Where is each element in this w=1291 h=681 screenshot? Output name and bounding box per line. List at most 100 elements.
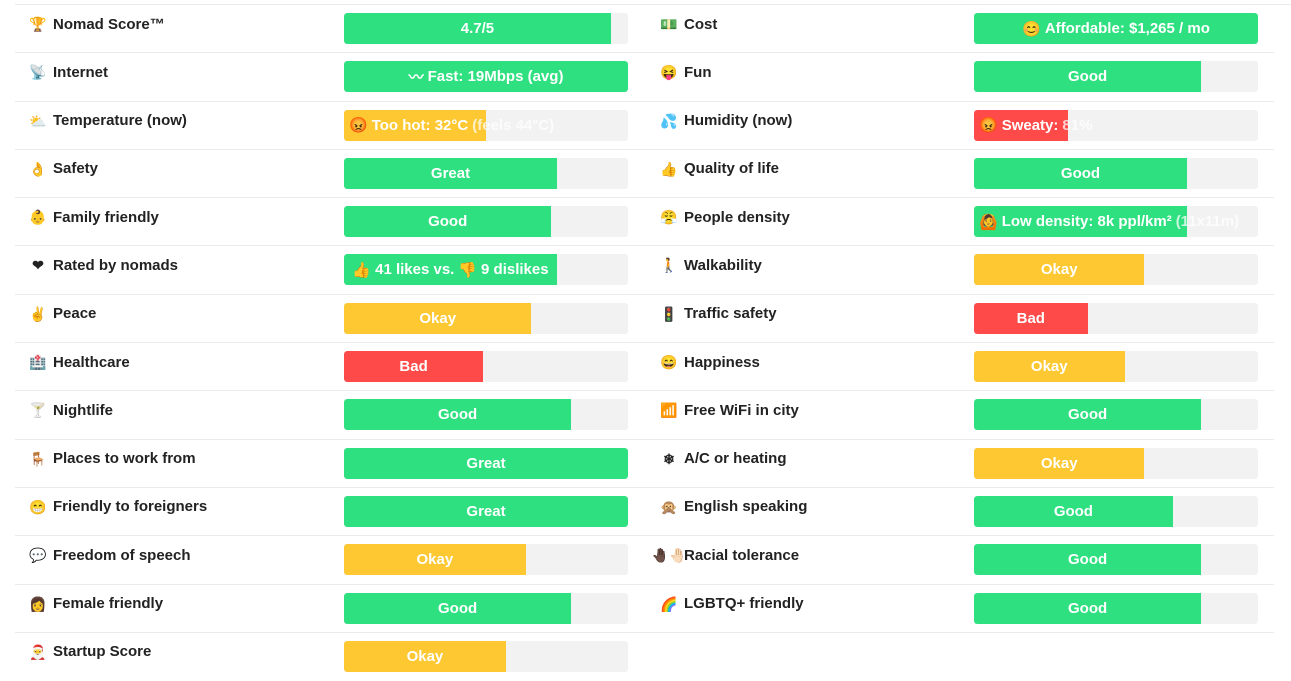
rating-value: Okay	[1030, 358, 1068, 376]
healthcare-rating-bar[interactable]: Bad	[344, 351, 628, 383]
bar-cell: 〰 Fast: 19Mbps (avg)	[330, 53, 644, 100]
satellite-icon: 📡	[29, 64, 47, 81]
rating-fill	[344, 592, 572, 624]
racial-tolerance-rating-bar[interactable]: Good	[974, 544, 1258, 576]
rating-fill	[344, 399, 572, 431]
rating-fill	[344, 254, 557, 286]
happiness-rating-bar[interactable]: Okay	[974, 351, 1258, 383]
rating-text: Okay	[974, 254, 1144, 285]
rating-fill	[344, 206, 552, 238]
rating-fill	[974, 302, 1088, 334]
crowd-face-icon: 😤	[660, 209, 678, 226]
safety-rating-bar[interactable]: Great	[344, 157, 628, 189]
score-row: 🍸 Nightlife Good 📶 Free WiFi in city Good	[15, 391, 1274, 440]
rating-text: Great	[344, 158, 557, 189]
money-icon: 💵	[660, 16, 678, 32]
snowflake-icon: ❄	[663, 450, 675, 467]
rating-text: Okay	[344, 544, 526, 575]
rating-text: Good	[344, 206, 551, 237]
friendly-to-foreigners-label: 😁 Friendly to foreigners	[29, 498, 207, 516]
rating-fill	[344, 109, 486, 141]
metric-name: Happiness	[684, 353, 760, 371]
temperature-now-rating-bar[interactable]: 😡 Too hot: 32°C (feels 44°C)	[344, 109, 628, 141]
rating-text: 😡 Too hot: 32°C (feels 44°C)	[349, 110, 554, 141]
score-row: 👌 Safety Great 👍 Quality of life Good	[15, 150, 1274, 199]
startup-score-rating-bar[interactable]: Okay	[344, 640, 628, 672]
metric-name: Peace	[53, 305, 97, 323]
thumbs-up-icon: 👍	[660, 160, 678, 177]
humidity-now-rating-bar[interactable]: 😡 Sweaty: 81%	[974, 109, 1258, 141]
bar-cell: Good	[959, 391, 1274, 438]
weather-icon: ⛅	[29, 112, 47, 129]
score-row: 🏆 Nomad Score™ 4.7/5 💵 Cost 😊 Affordable: $1,2…	[15, 5, 1274, 54]
speech-bubble-icon: 💬	[29, 547, 47, 564]
family-friendly-rating-bar[interactable]: Good	[344, 206, 628, 238]
english-speaking-rating-bar[interactable]: Good	[974, 495, 1258, 527]
rating-value: Good	[438, 599, 478, 617]
thumbs-down-icon: 👎	[458, 261, 478, 279]
bar-cell: Good	[959, 150, 1274, 197]
label-cell: 🏆 Nomad Score™	[15, 5, 330, 52]
label-cell: 💬 Freedom of speech	[15, 536, 330, 583]
a-c-or-heating-rating-bar[interactable]: Okay	[974, 447, 1258, 479]
label-cell: ❄ A/C or heating	[644, 440, 959, 487]
family-friendly-label: 👶 Family friendly	[29, 208, 159, 226]
freedom-of-speech-rating-bar[interactable]: Okay	[344, 544, 628, 576]
rating-text: Great	[344, 496, 628, 527]
bar-cell: 🙆 Low density: 8k ppl/km² (11x11m)	[959, 198, 1274, 245]
rating-text: Okay	[974, 351, 1125, 382]
rating-text: Bad	[974, 303, 1088, 334]
label-cell: 👌 Safety	[15, 150, 330, 197]
bar-cell	[959, 633, 1274, 681]
rating-value-secondary: 9 dislikes	[481, 261, 549, 279]
rating-text: Good	[344, 593, 571, 624]
nightlife-rating-bar[interactable]: Good	[344, 399, 628, 431]
top-divider	[15, 4, 1291, 5]
people-density-rating-bar[interactable]: 🙆 Low density: 8k ppl/km² (11x11m)	[974, 206, 1258, 238]
rating-value: 4.7/5	[460, 20, 495, 37]
friendly-to-foreigners-rating-bar[interactable]: Great	[344, 495, 628, 527]
metric-name: Nomad Score™	[53, 15, 165, 33]
places-to-work-from-rating-bar[interactable]: Great	[344, 447, 628, 479]
label-cell: 👶 Family friendly	[15, 198, 330, 245]
cost-rating-bar[interactable]: 😊 Affordable: $1,265 / mo	[974, 13, 1258, 44]
rating-value: Great	[466, 502, 506, 520]
lgbtq-friendly-rating-bar[interactable]: Good	[974, 592, 1258, 624]
wifi-signal-icon: 📶	[660, 402, 678, 419]
internet-rating-bar[interactable]: 〰 Fast: 19Mbps (avg)	[344, 61, 628, 93]
score-row: 😁 Friendly to foreigners Great 🙊 English spe…	[15, 488, 1274, 537]
peace-hand-icon: ✌	[29, 305, 47, 322]
rating-fill	[344, 61, 628, 93]
quality-of-life-label: 👍 Quality of life	[660, 160, 779, 178]
free-wifi-in-city-rating-bar[interactable]: Good	[974, 399, 1258, 431]
rating-text: Okay	[344, 303, 531, 334]
a-c-or-heating-label: ❄ A/C or heating	[660, 450, 786, 468]
rating-text: Good	[974, 544, 1201, 575]
label-cell: 📶 Free WiFi in city	[644, 391, 959, 438]
female-friendly-rating-bar[interactable]: Good	[344, 592, 628, 624]
bar-cell: Okay	[330, 536, 644, 583]
rating-fill	[974, 351, 1125, 383]
rating-value: Good	[1068, 551, 1108, 569]
quality-of-life-rating-bar[interactable]: Good	[974, 157, 1258, 189]
walkability-rating-bar[interactable]: Okay	[974, 254, 1258, 286]
fun-rating-bar[interactable]: Good	[974, 61, 1258, 93]
label-cell: 🍸 Nightlife	[15, 391, 330, 438]
bar-cell: 😡 Sweaty: 81%	[959, 102, 1274, 149]
rated-by-nomads-rating-bar[interactable]: 👍 41 likes vs. 👎 9 dislikes	[344, 254, 628, 286]
bar-cell: Great	[330, 440, 644, 487]
rating-value: Sweaty:	[1001, 116, 1059, 134]
bar-cell: Okay	[330, 633, 644, 681]
peace-rating-bar[interactable]: Okay	[344, 302, 628, 334]
rating-fill	[974, 206, 1187, 238]
score-row: 👩 Female friendly Good 🌈 LGBTQ+ friendly Good	[15, 585, 1274, 633]
score-row: 📡 Internet 〰 Fast: 19Mbps (avg) 😝 Fun Good	[15, 53, 1274, 102]
metric-name: Humidity (now)	[684, 112, 793, 130]
label-cell: ✌ Peace	[15, 295, 330, 342]
nomad-score-rating-bar[interactable]: 4.7/5	[344, 13, 628, 44]
rating-value: Good	[1053, 502, 1093, 520]
rating-text: Okay	[974, 448, 1144, 479]
traffic-safety-rating-bar[interactable]: Bad	[974, 302, 1258, 334]
ok-hand-icon: 👌	[29, 160, 47, 177]
rating-value: Bad	[399, 358, 428, 376]
